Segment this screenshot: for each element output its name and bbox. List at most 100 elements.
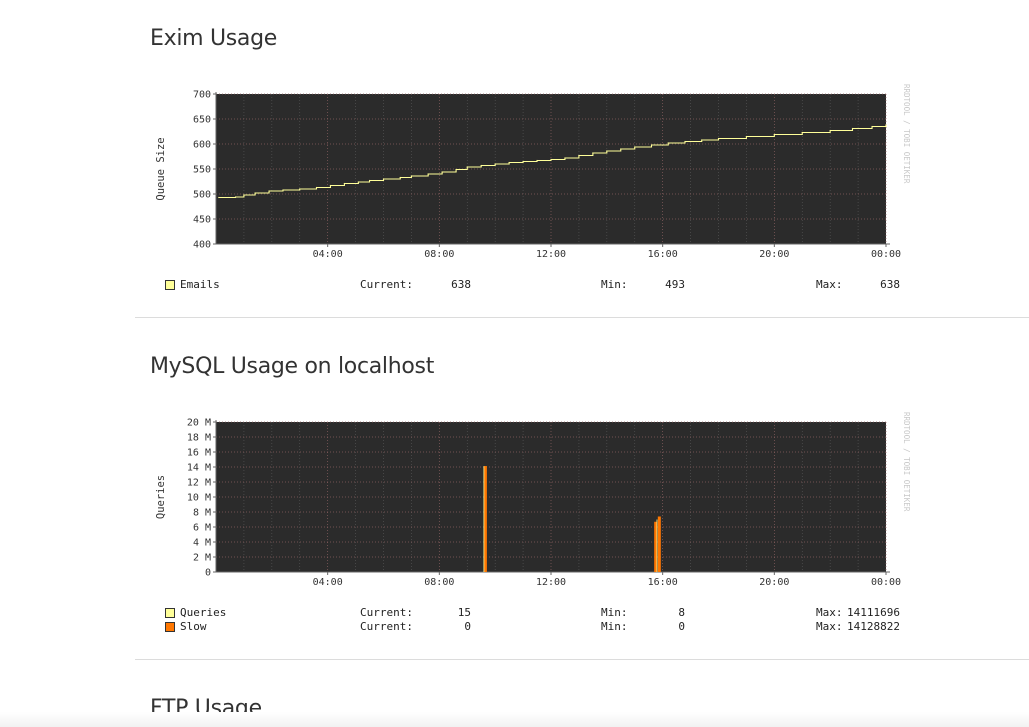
y-tick-label: 2 M [193,553,211,564]
y-tick-label: 650 [193,115,211,126]
x-tick-label: 00:00 [871,249,901,260]
x-tick-label: 12:00 [536,249,566,260]
legend-max: 14128822 [847,620,900,633]
legend-row-slow: Slow Current: 0 Min: 0 Max: 14128822 [150,620,910,634]
data-point [667,142,669,144]
data-point [606,150,608,152]
x-tick-label: 00:00 [871,577,901,588]
data-point [399,176,401,179]
y-tick-label: 16 M [187,448,211,459]
legend-swatch [165,608,175,618]
legend-current: 638 [451,278,471,291]
x-tick-label: 04:00 [313,577,343,588]
y-axis-title: Queries [155,475,167,519]
data-point [564,157,566,159]
data-point [343,182,346,185]
legend-min: 8 [678,606,685,619]
data-point [243,194,245,196]
rrdtool-watermark: RRDTOOL / TOBI OETIKER [902,412,911,512]
legend-min-label: Min: [601,278,628,291]
section-divider [135,317,1029,318]
y-tick-label: 14 M [187,463,211,474]
page-bottom-shadow [0,712,1029,727]
data-point [620,148,622,150]
legend-label: Slow [180,620,207,633]
y-tick-label: 10 M [187,493,211,504]
data-point [717,137,720,140]
data-point [801,131,803,134]
y-tick-label: 8 M [193,508,211,519]
exim-usage-graph: 04:00 08:00 12:00 16:00 20:00 00:00 400 450 500 5… [150,80,920,310]
legend-swatch [165,280,175,290]
data-point [299,188,301,190]
legend-current-label: Current: [360,278,413,291]
y-tick-label: 400 [193,240,211,251]
data-point [522,160,524,163]
x-tick-label: 16:00 [648,249,678,260]
y-tick-label: 450 [193,215,211,226]
legend-min: 493 [665,278,685,291]
data-point [650,144,653,146]
data-point [508,161,510,164]
data-point [466,166,468,168]
legend-current: 0 [464,620,471,633]
data-point [701,139,703,141]
data-point [634,146,636,148]
legend-current-label: Current: [360,606,413,619]
legend-swatch [165,622,175,632]
y-tick-label: 12 M [187,478,211,489]
legend-current-label: Current: [360,620,413,633]
data-point [684,140,686,143]
data-point [234,196,237,198]
y-tick-label: 4 M [193,538,211,549]
exim-section-title: Exim Usage [150,26,278,51]
data-point [550,158,552,161]
legend-max-label: Max: [816,606,843,619]
data-point [871,125,873,128]
data-point [368,179,371,182]
data-point [829,129,831,132]
data-point [885,124,887,126]
x-tick-label: 20:00 [759,249,789,260]
legend-min-label: Min: [601,620,628,633]
slow-spike-bar [657,516,661,572]
legend-row-emails: Emails Current: 638 Min: 493 Max: 638 [150,278,910,292]
y-tick-label: 20 M [187,418,211,429]
legend-max-label: Max: [816,620,843,633]
section-divider [135,659,1029,660]
y-tick-label: 500 [193,190,211,201]
legend-label: Queries [180,606,227,619]
data-point [410,175,413,177]
data-point [218,196,220,199]
legend-min-label: Min: [601,606,628,619]
y-tick-label: 700 [193,90,211,101]
data-point [357,181,359,183]
mysql-usage-chart: 04:00 08:00 12:00 16:00 20:00 00:00 0 2 M 4 M 6 M… [155,412,911,588]
data-point [494,163,496,165]
data-point [480,164,482,167]
data-point [578,154,580,157]
data-point [254,192,256,194]
x-tick-label: 12:00 [536,577,566,588]
data-point [592,152,594,154]
data-point [773,133,775,136]
slow-spike-bar [483,466,487,572]
data-point [315,186,318,189]
legend-min: 0 [678,620,685,633]
legend-label: Emails [180,278,220,291]
y-tick-label: 0 [205,568,211,579]
slow-spike-bar [654,521,658,572]
y-tick-label: 18 M [187,433,211,444]
legend-row-queries: Queries Current: 15 Min: 8 Max: 14111696 [150,606,910,620]
exim-usage-chart: 04:00 08:00 12:00 16:00 20:00 00:00 400 450 500 5… [155,84,911,260]
x-tick-label: 20:00 [759,577,789,588]
y-tick-label: 600 [193,140,211,151]
data-point [851,127,854,130]
legend-max: 14111696 [847,606,900,619]
data-point [427,173,429,175]
data-point [382,178,385,180]
mysql-usage-graph: 04:00 08:00 12:00 16:00 20:00 00:00 0 2 M 4 M 6 M… [150,408,920,638]
data-point [536,159,538,162]
legend-current: 15 [457,606,471,619]
x-tick-label: 16:00 [648,577,678,588]
